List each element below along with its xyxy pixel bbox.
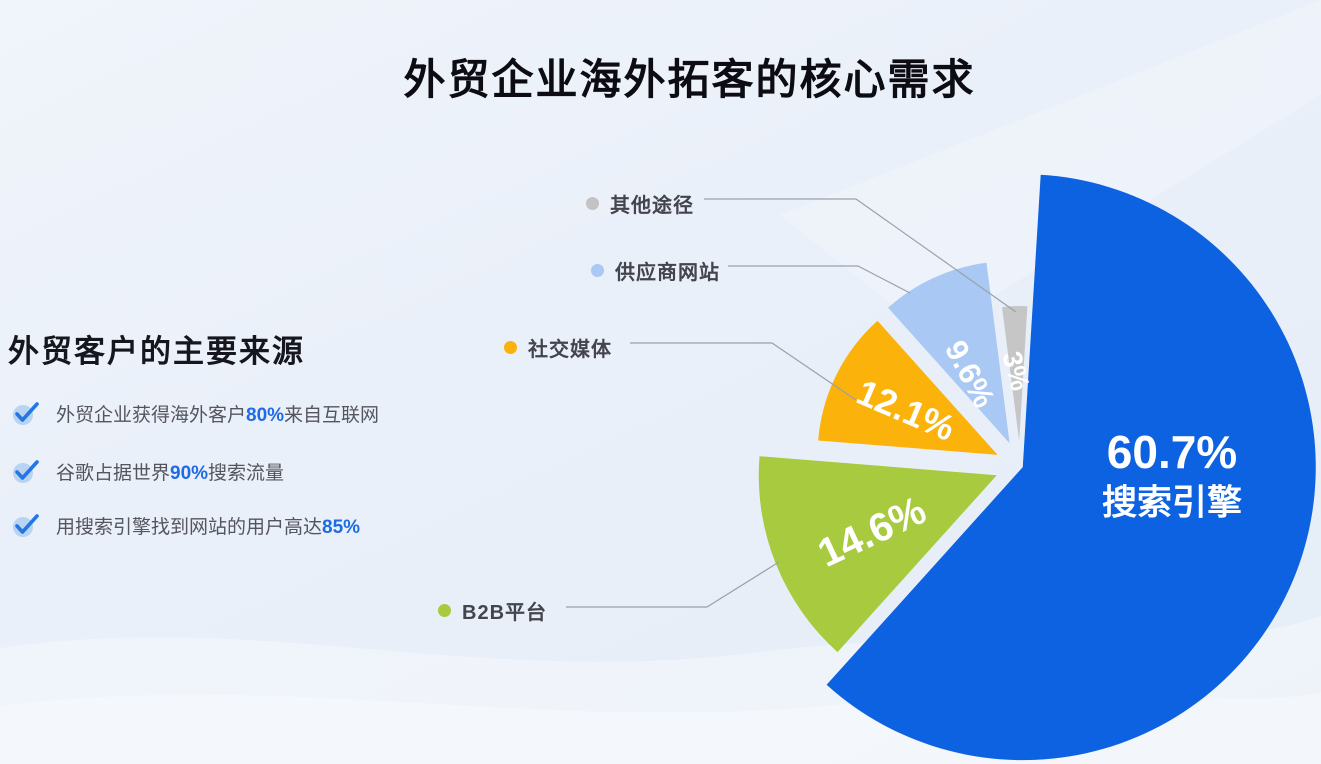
leader-line-b2b-platform bbox=[566, 561, 780, 608]
check-icon bbox=[13, 513, 39, 537]
legend-dot-social-media bbox=[504, 341, 517, 354]
pie-slice-other-channels bbox=[1002, 306, 1028, 442]
bullet-internet-share: 外贸企业获得海外客户80%来自互联网 bbox=[12, 400, 379, 427]
pie-slice-search-engine bbox=[826, 174, 1316, 761]
pie-slice-supplier-website bbox=[888, 262, 1010, 444]
bullet-highlight: 90% bbox=[170, 463, 209, 484]
legend-dot-b2b-platform bbox=[438, 604, 451, 617]
leader-line-other-channels bbox=[704, 198, 1017, 313]
pie-slice-b2b-platform bbox=[758, 456, 997, 653]
legend-label-b2b-platform: B2B平台 bbox=[462, 602, 548, 624]
bullet-text: 外贸企业获得海外客户80%来自互联网 bbox=[56, 405, 380, 426]
bullet-google-share: 谷歌占据世界90%搜索流量 bbox=[12, 458, 284, 485]
bullet-text: 谷歌占据世界90%搜索流量 bbox=[56, 463, 285, 484]
bullet-search-users: 用搜索引擎找到网站的用户高达85% bbox=[12, 512, 360, 539]
legend-dot-supplier-website bbox=[591, 264, 604, 277]
legend-label-social-media: 社交媒体 bbox=[528, 339, 612, 361]
left-panel-heading: 外贸客户的主要来源 bbox=[8, 334, 305, 369]
legend-item-social-media: 社交媒体 bbox=[504, 333, 612, 362]
check-icon bbox=[13, 401, 39, 425]
legend-item-b2b-platform: B2B平台 bbox=[438, 596, 547, 625]
leader-line-social-media bbox=[630, 342, 857, 401]
legend-item-supplier-website: 供应商网站 bbox=[591, 256, 720, 285]
legend-label-supplier-website: 供应商网站 bbox=[615, 262, 720, 284]
legend-dot-other-channels bbox=[586, 197, 599, 210]
leader-line-supplier-website bbox=[728, 265, 911, 294]
check-icon bbox=[13, 459, 39, 483]
bullet-highlight: 85% bbox=[322, 517, 361, 538]
pie-slice-social-media bbox=[818, 320, 998, 455]
pie-value-search-engine: 60.7% bbox=[1107, 426, 1237, 478]
legend-label-other-channels: 其他途径 bbox=[610, 195, 694, 217]
legend-item-other-channels: 其他途径 bbox=[586, 189, 694, 218]
bullet-text: 用搜索引擎找到网站的用户高达85% bbox=[56, 517, 361, 538]
pie-name-search-engine: 搜索引擎 bbox=[1102, 484, 1242, 523]
page-title: 外贸企业海外拓客的核心需求 bbox=[403, 56, 976, 103]
bullet-highlight: 80% bbox=[246, 405, 285, 426]
